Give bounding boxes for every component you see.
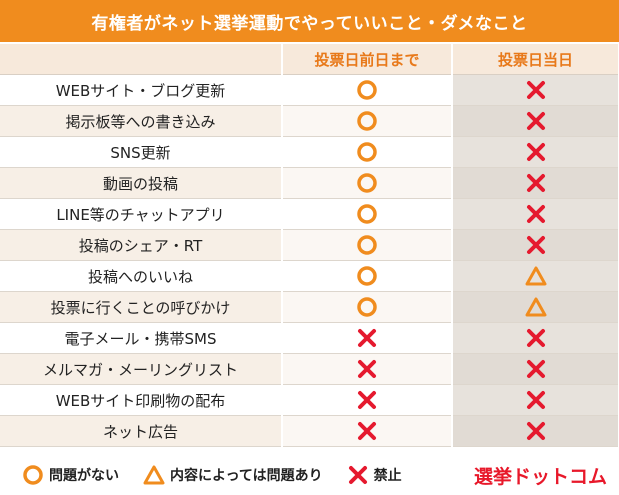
table-header-row: 投票日前日まで 投票日当日 (0, 44, 619, 75)
cross-icon (356, 358, 378, 380)
row-label: 投稿のシェア・RT (0, 229, 283, 261)
triangle-icon (525, 296, 547, 318)
circle-icon (356, 172, 378, 194)
column-header-before: 投票日前日まで (282, 44, 453, 75)
cell-before (282, 229, 453, 261)
row-label: WEBサイト印刷物の配布 (0, 384, 283, 416)
legend-ok: 問題がない (22, 464, 119, 486)
cell-before (282, 198, 453, 230)
table-row: LINE等のチャットアプリ (0, 198, 619, 230)
circle-icon (356, 110, 378, 132)
cell-day (452, 384, 619, 416)
circle-icon (356, 141, 378, 163)
cross-icon (525, 327, 547, 349)
table-row: メルマガ・メーリングリスト (0, 353, 619, 385)
cross-icon (525, 172, 547, 194)
cross-icon (525, 141, 547, 163)
circle-icon (356, 234, 378, 256)
table-row: WEBサイト印刷物の配布 (0, 384, 619, 416)
cell-before (282, 167, 453, 199)
cross-icon (525, 234, 547, 256)
row-label: WEBサイト・ブログ更新 (0, 74, 283, 106)
cell-before (282, 260, 453, 292)
row-label: SNS更新 (0, 136, 283, 168)
legend-conditional-label: 内容によっては問題あり (170, 468, 323, 484)
row-label: 投稿へのいいね (0, 260, 283, 292)
legend-ok-label: 問題がない (49, 468, 119, 484)
cell-before (282, 136, 453, 168)
cross-icon (347, 464, 369, 486)
circle-icon (356, 265, 378, 287)
cell-day (452, 322, 619, 354)
cell-before (282, 105, 453, 137)
brand-logo: 選挙ドットコム (473, 466, 607, 488)
cell-day (452, 353, 619, 385)
cell-day (452, 74, 619, 106)
cell-before (282, 322, 453, 354)
table-row: WEBサイト・ブログ更新 (0, 74, 619, 106)
table-row: ネット広告 (0, 415, 619, 447)
row-label: 掲示板等への書き込み (0, 105, 283, 137)
cross-icon (356, 327, 378, 349)
row-label: 動画の投稿 (0, 167, 283, 199)
cell-day (452, 229, 619, 261)
rules-table: 投票日前日まで 投票日当日 WEBサイト・ブログ更新 掲示板等への書き込み SNS更… (0, 44, 619, 447)
cell-before (282, 415, 453, 447)
row-label: 投票に行くことの呼びかけ (0, 291, 283, 323)
cross-icon (525, 420, 547, 442)
cell-before (282, 74, 453, 106)
cell-day (452, 260, 619, 292)
cross-icon (525, 389, 547, 411)
table-row: 電子メール・携帯SMS (0, 322, 619, 354)
cell-before (282, 353, 453, 385)
cross-icon (525, 203, 547, 225)
row-label: 電子メール・携帯SMS (0, 322, 283, 354)
table-row: 投票に行くことの呼びかけ (0, 291, 619, 323)
table-row: SNS更新 (0, 136, 619, 168)
table-row: 投稿のシェア・RT (0, 229, 619, 261)
cross-icon (525, 110, 547, 132)
cell-day (452, 136, 619, 168)
page-title: 有権者がネット選挙運動でやっていいこと・ダメなこと (0, 0, 619, 42)
legend-ng: 禁止 (347, 464, 402, 486)
column-header-day: 投票日当日 (452, 44, 619, 75)
header-corner (0, 44, 283, 75)
cross-icon (525, 79, 547, 101)
circle-icon (356, 79, 378, 101)
circle-icon (22, 464, 44, 486)
cross-icon (356, 420, 378, 442)
circle-icon (356, 203, 378, 225)
cell-day (452, 105, 619, 137)
cross-icon (356, 389, 378, 411)
legend-conditional: 内容によっては問題あり (143, 464, 323, 486)
triangle-icon (143, 464, 165, 486)
table-row: 掲示板等への書き込み (0, 105, 619, 137)
cell-before (282, 384, 453, 416)
cell-day (452, 198, 619, 230)
legend: 問題がない 内容によっては問題あり 禁止 (0, 455, 619, 495)
cell-day (452, 415, 619, 447)
circle-icon (356, 296, 378, 318)
cross-icon (525, 358, 547, 380)
cell-day (452, 167, 619, 199)
row-label: ネット広告 (0, 415, 283, 447)
row-label: メルマガ・メーリングリスト (0, 353, 283, 385)
row-label: LINE等のチャットアプリ (0, 198, 283, 230)
cell-before (282, 291, 453, 323)
table-row: 動画の投稿 (0, 167, 619, 199)
legend-ng-label: 禁止 (373, 468, 402, 484)
triangle-icon (525, 265, 547, 287)
table-row: 投稿へのいいね (0, 260, 619, 292)
cell-day (452, 291, 619, 323)
